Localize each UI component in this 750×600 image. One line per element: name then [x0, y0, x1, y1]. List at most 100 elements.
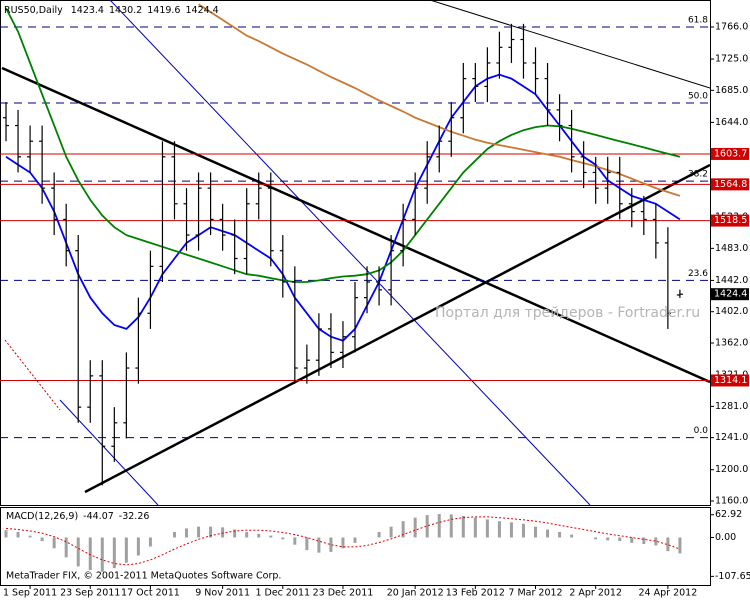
macd-last: -44.07 [83, 511, 114, 522]
macd-bar [642, 537, 646, 544]
macd-bar [52, 537, 56, 549]
macd-bar [341, 537, 345, 549]
macd-bar [245, 532, 249, 538]
price-box-label: 1314.1 [714, 375, 747, 386]
macd-bar [281, 537, 285, 540]
chart-header: RUS50,Daily 1423.4 1430.2 1419.6 1424.4 [4, 5, 219, 16]
macd-panel [4, 513, 682, 572]
symbol: RUS50,Daily [4, 5, 63, 16]
y-tick-label: 1685.0 [715, 85, 748, 96]
price-box-label: 1518.5 [714, 215, 747, 226]
x-tick-label: 9 Nov 2011 [195, 588, 250, 599]
fib-label: 0.0 [694, 426, 709, 436]
macd-bar [521, 523, 525, 538]
macd-bar [4, 530, 8, 538]
y-tick-label: -107.65 [715, 571, 750, 582]
macd-bar [353, 537, 357, 543]
macd-bar [473, 517, 477, 538]
price-box-label: 1424.4 [714, 289, 747, 300]
macd-bar [136, 537, 140, 556]
trendline [59, 399, 159, 505]
macd-bar [329, 537, 333, 552]
y-tick-label: 0.00 [715, 532, 736, 543]
macd-bar [221, 527, 225, 538]
macd-bar [172, 532, 176, 538]
trendline [1, 66, 710, 384]
macd-bar [461, 515, 465, 538]
macd-bar [124, 537, 128, 563]
macd-bar [377, 532, 381, 538]
y-tick-label: 1725.0 [715, 54, 748, 65]
macd-bar [618, 537, 622, 542]
macd-header: MACD(12,26,9) -44.07 -32.26 [6, 511, 149, 522]
macd-bar [401, 521, 405, 538]
macd-bar [558, 532, 562, 538]
y-tick-label: 1402.0 [715, 306, 748, 317]
macd-bar [257, 533, 261, 538]
moving-average [5, 7, 681, 283]
macd-bar [594, 537, 598, 540]
macd-bar [546, 529, 550, 538]
macd-bar [678, 537, 682, 554]
trendline [429, 0, 710, 89]
macd-bar [606, 537, 610, 541]
main-panel: 61.8 50.0 38.2 23.6 0.0 [0, 0, 710, 505]
price-box [711, 178, 749, 191]
macd-bar [317, 537, 321, 553]
macd-bar [100, 537, 104, 572]
macd-bar [28, 535, 32, 538]
x-tick-label: 1 Sep 2011 [3, 588, 57, 599]
macd-bar [413, 517, 417, 538]
macd-bar [209, 526, 213, 538]
y-tick-label: 1241.0 [715, 432, 748, 443]
macd-bar [534, 526, 538, 538]
signal-line [5, 516, 681, 566]
macd-bar [64, 537, 68, 558]
macd-bar [449, 514, 453, 538]
x-tick-label: 20 Jan 2012 [387, 588, 444, 599]
price-box [711, 147, 749, 160]
y-tick-label: 1160.0 [715, 496, 748, 507]
last-open: 1423.4 [71, 5, 104, 16]
macd-bar [40, 537, 44, 542]
trendlines [0, 0, 710, 505]
fib-label: 23.6 [688, 269, 708, 279]
trendline [4, 339, 61, 411]
macd-bar [112, 537, 116, 569]
price-box-label: 1603.7 [714, 148, 747, 159]
x-tick-label: 17 Oct 2011 [121, 588, 180, 599]
last-high: 1430.2 [109, 5, 142, 16]
macd-bar [497, 521, 501, 538]
x-tick-label: 13 Feb 2012 [446, 588, 505, 599]
last-close: 1424.4 [185, 5, 218, 16]
y-tick-label: 1442.0 [715, 275, 748, 286]
price-box [711, 374, 749, 387]
macd-bar [293, 537, 297, 545]
price-box [711, 288, 749, 301]
macd-bar [88, 537, 92, 570]
macd-bar [185, 528, 189, 538]
fib-label: 50.0 [688, 92, 708, 102]
y-tick-label: 62.92 [715, 509, 742, 520]
macd-bar [570, 534, 574, 538]
y-tick-label: 1644.0 [715, 117, 748, 128]
last-low: 1419.6 [147, 5, 180, 16]
x-tick-label: 1 Dec 2011 [255, 588, 310, 599]
macd-bar [389, 526, 393, 538]
x-tick-label: 23 Sep 2011 [60, 588, 120, 599]
y-tick-label: 1200.0 [715, 464, 748, 475]
signal-last: -32.26 [119, 511, 150, 522]
y-tick-label: 1766.0 [715, 21, 748, 32]
x-tick-label: 2 Apr 2012 [569, 588, 622, 599]
price-box [711, 214, 749, 227]
y-tick-label: 1483.0 [715, 243, 748, 254]
y-tick-label: 1362.0 [715, 338, 748, 349]
macd-bar [654, 537, 658, 546]
fib-label: 61.8 [688, 15, 708, 25]
macd-bar [630, 537, 634, 543]
macd-bar [197, 526, 201, 538]
macd-bar [437, 513, 441, 538]
macd-bar [509, 522, 513, 538]
